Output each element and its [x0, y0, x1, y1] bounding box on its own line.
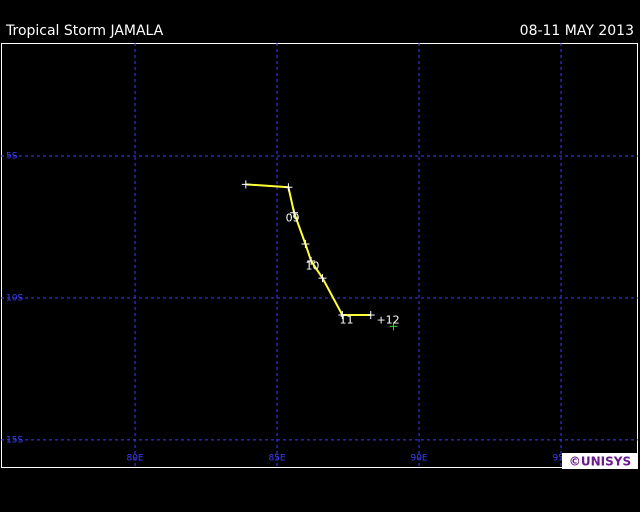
map-frame [1, 43, 638, 468]
x-tick-label: 80E [126, 454, 143, 464]
credit: ©UNISYS [569, 455, 631, 469]
day-label: 09 [286, 211, 300, 224]
x-tick-label: 85E [268, 454, 285, 464]
x-tick-label: 90E [410, 454, 427, 464]
x-tick-label: 95E [552, 454, 569, 464]
track-point [284, 183, 293, 192]
credit-box [562, 453, 638, 469]
day-label: 11 [340, 314, 354, 327]
day-label: +12 [376, 314, 399, 327]
track-point [338, 310, 347, 319]
date-range: 08-11 MAY 2013 [520, 23, 634, 39]
track-point [241, 180, 250, 189]
track-point [307, 257, 316, 266]
track-point [301, 240, 310, 249]
map-title: Tropical Storm JAMALA [5, 23, 164, 39]
track-point [290, 208, 299, 217]
credit-badge: ©UNISYS [562, 453, 638, 469]
y-tick-label: 10S [6, 293, 23, 303]
y-tick-label: 5S [6, 151, 18, 161]
day-label: 10 [305, 260, 319, 273]
forecast-point [389, 322, 398, 331]
track-line [245, 183, 371, 316]
y-tick-label: 15S [6, 435, 23, 445]
track-point [318, 274, 327, 283]
track-point [366, 310, 375, 319]
